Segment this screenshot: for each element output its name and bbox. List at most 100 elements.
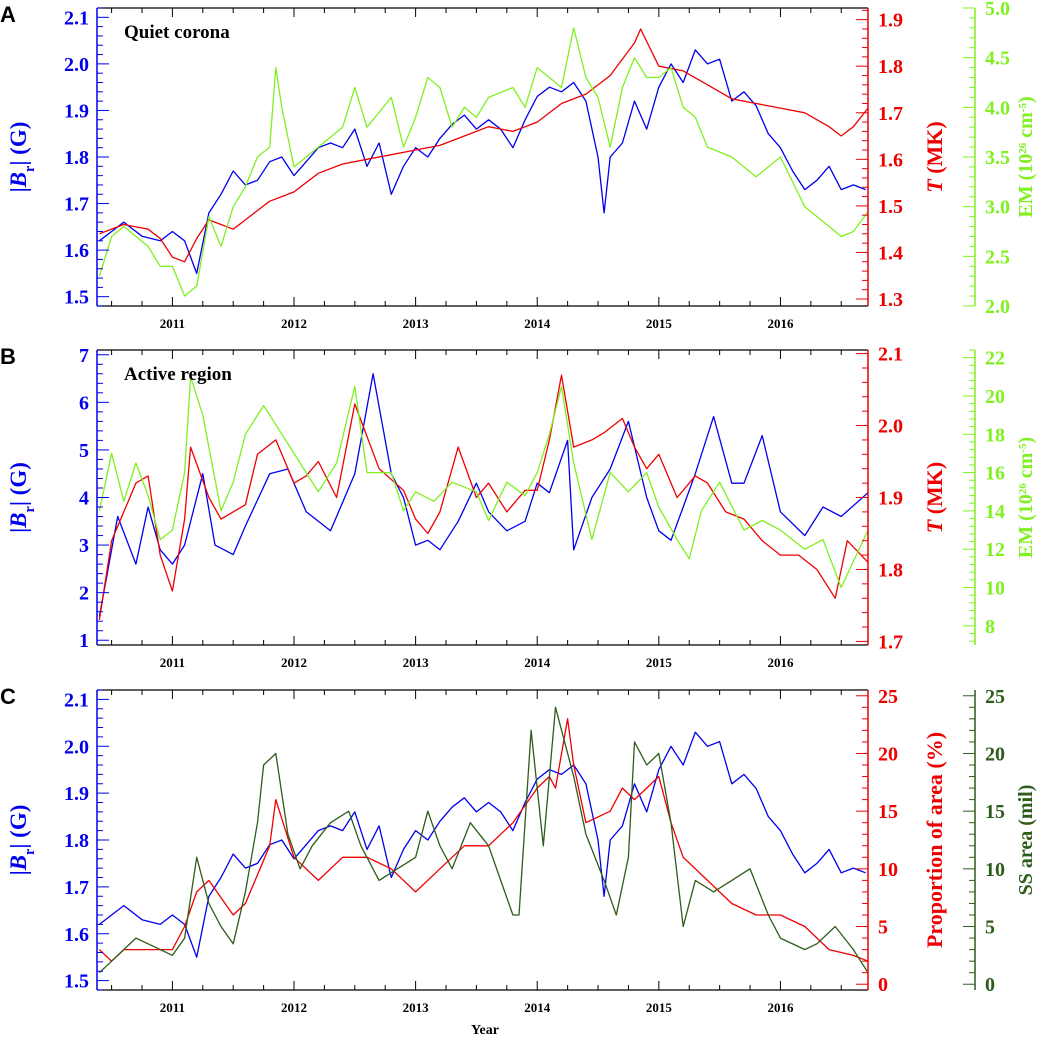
y-tick-label-left: 1.9 bbox=[64, 783, 89, 805]
panel-a: A 2011 2012 2013 2014 2015 2016 Quiet corona 1.5… bbox=[0, 0, 1037, 331]
y-tick-label-right2: 2.5 bbox=[985, 246, 1010, 268]
y-tick-label-left: 1.6 bbox=[64, 240, 89, 262]
y-tick-label-right: 1.9 bbox=[878, 488, 903, 510]
y-tick-label-right2: 12 bbox=[985, 539, 1005, 561]
y-tick-label-right2: 22 bbox=[985, 348, 1005, 370]
x-tick-label: 2013 bbox=[403, 655, 430, 670]
y-tick-label-right: 1.3 bbox=[878, 289, 903, 311]
y-axis-title-right: T (MK) bbox=[922, 462, 947, 533]
x-tick-label: 2015 bbox=[646, 1000, 673, 1015]
x-tick-label: 2014 bbox=[524, 655, 551, 670]
y-tick-label-right2: 25 bbox=[985, 686, 1005, 708]
axis-title-text: | (G) bbox=[6, 805, 31, 849]
y-tick-label-right2: 3.0 bbox=[985, 197, 1010, 219]
panel-letter: B bbox=[0, 344, 16, 369]
y-tick-label-right: 1.8 bbox=[878, 56, 903, 78]
y-tick-label-right2: 16 bbox=[985, 463, 1005, 485]
y-axis-title-right2: EM (1026 cm-5) bbox=[1015, 437, 1037, 558]
y-tick-label-right2: 0 bbox=[985, 974, 995, 996]
series-line-2 bbox=[98, 706, 869, 974]
y-tick-label-left: 1.9 bbox=[64, 100, 89, 122]
series-line-1 bbox=[99, 28, 869, 263]
y-tick-label-right2: 4.5 bbox=[985, 48, 1010, 70]
panel-title: Quiet corona bbox=[124, 22, 230, 43]
x-tick-label: 2011 bbox=[160, 655, 185, 670]
x-tick-label: 2014 bbox=[524, 316, 551, 331]
axis-title-text: | bbox=[6, 528, 31, 533]
series-line-0 bbox=[98, 373, 869, 617]
x-axis-title: Year bbox=[471, 1023, 499, 1037]
y-tick-label-left: 5 bbox=[79, 440, 89, 462]
y-axis-title-right: T (MK) bbox=[922, 121, 947, 192]
y-tick-label-left: 1 bbox=[79, 630, 89, 652]
y-tick-label-left: 1.8 bbox=[64, 147, 89, 169]
axis-title-superscript: -5 bbox=[1017, 443, 1029, 453]
x-tick-label: 2011 bbox=[160, 316, 185, 331]
y-tick-label-right2: 10 bbox=[985, 859, 1005, 881]
axis-title-variable: B bbox=[6, 512, 31, 528]
y-axis-title-left: |Br| (G) bbox=[6, 805, 38, 876]
panel-title: Active region bbox=[124, 364, 232, 385]
axis-title-subscript: r bbox=[22, 848, 38, 855]
series-line-1 bbox=[98, 374, 869, 620]
y-axis-title-left: |Br| (G) bbox=[6, 462, 38, 533]
y-tick-label-left: 1.5 bbox=[64, 287, 89, 309]
axis-title-variable: T bbox=[922, 518, 947, 533]
series-line-0 bbox=[99, 731, 866, 958]
y-tick-label-left: 3 bbox=[79, 535, 89, 557]
y-tick-label-right2: 14 bbox=[985, 501, 1005, 523]
y-tick-label-right: 1.7 bbox=[878, 103, 903, 125]
x-tick-label: 2012 bbox=[281, 316, 307, 331]
x-tick-label: 2012 bbox=[281, 655, 307, 670]
axis-title-text: cm bbox=[1015, 112, 1037, 143]
axis-title-variable: B bbox=[6, 855, 31, 871]
y-tick-label-right2: 18 bbox=[985, 424, 1005, 446]
y-tick-label-left: 4 bbox=[79, 488, 89, 510]
axis-title-text: EM (10 bbox=[1015, 494, 1037, 558]
axis-title-text: (MK) bbox=[922, 462, 947, 520]
y-tick-label-right: 5 bbox=[878, 917, 888, 939]
y-tick-label-right: 25 bbox=[878, 686, 898, 708]
y-tick-label-right: 1.4 bbox=[878, 242, 903, 264]
axis-title-text: ) bbox=[1015, 437, 1037, 444]
y-tick-label-left: 2.0 bbox=[64, 54, 89, 76]
y-tick-label-right: 1.8 bbox=[878, 559, 903, 581]
y-tick-label-right2: 4.0 bbox=[985, 97, 1010, 119]
y-tick-label-right: 1.5 bbox=[878, 196, 903, 218]
axis-title-variable: T bbox=[922, 178, 947, 193]
axis-title-subscript: r bbox=[22, 165, 38, 172]
x-tick-label: 2016 bbox=[767, 655, 794, 670]
x-tick-label: 2013 bbox=[403, 1000, 430, 1015]
y-tick-label-right2: 3.5 bbox=[985, 147, 1010, 169]
x-tick-label: 2015 bbox=[646, 316, 673, 331]
axis-title-text: cm bbox=[1015, 452, 1037, 483]
axis-title-variable: B bbox=[6, 172, 31, 188]
y-tick-label-right: 2.0 bbox=[878, 416, 903, 438]
x-tick-label: 2014 bbox=[524, 1000, 551, 1015]
y-tick-label-right2: 10 bbox=[985, 578, 1005, 600]
y-tick-label-right2: 20 bbox=[985, 743, 1005, 765]
y-tick-label-right: 1.6 bbox=[878, 149, 903, 171]
panel-letter: C bbox=[0, 684, 16, 709]
y-tick-label-right: 20 bbox=[878, 743, 898, 765]
y-tick-label-right: 1.9 bbox=[878, 10, 903, 32]
axis-title-text: (MK) bbox=[922, 121, 947, 179]
axis-title-text: SS area (mil) bbox=[1015, 785, 1037, 896]
y-tick-label-left: 2.0 bbox=[64, 736, 89, 758]
y-tick-label-left: 2.1 bbox=[64, 689, 89, 711]
y-tick-label-right: 15 bbox=[878, 801, 898, 823]
y-tick-label-right: 0 bbox=[878, 974, 888, 996]
x-tick-label: 2011 bbox=[160, 1000, 185, 1015]
x-tick-label: 2016 bbox=[767, 1000, 794, 1015]
y-tick-label-right2: 8 bbox=[985, 616, 995, 638]
axis-title-superscript: -5 bbox=[1017, 103, 1029, 113]
y-tick-label-right2: 5 bbox=[985, 917, 995, 939]
axis-title-subscript: r bbox=[22, 505, 38, 512]
x-tick-label: 2013 bbox=[403, 316, 430, 331]
x-tick-label: 2015 bbox=[646, 655, 673, 670]
y-tick-label-left: 7 bbox=[79, 345, 89, 367]
series-line-0 bbox=[99, 49, 866, 275]
x-tick-label: 2016 bbox=[767, 316, 794, 331]
